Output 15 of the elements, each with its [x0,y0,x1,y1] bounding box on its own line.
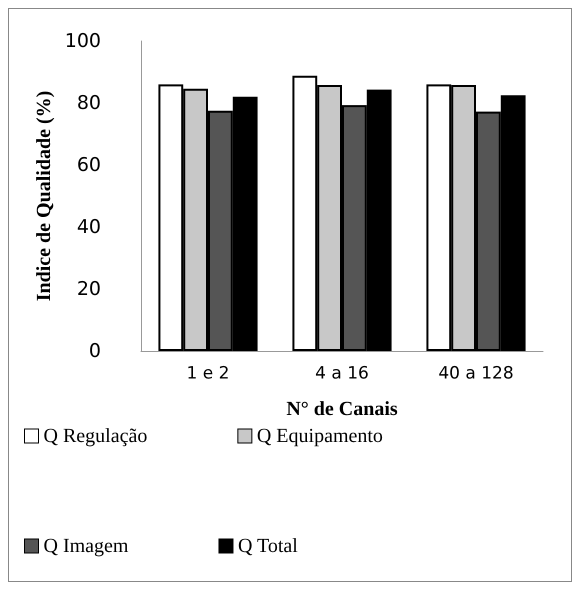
y-tick-label: 80 [76,92,101,114]
y-tick-label: 100 [64,30,101,52]
y-axis-title: Indice de Qualidade (%) [32,90,55,302]
legend-label: Q Total [238,535,298,557]
y-tick-label: 40 [76,216,101,238]
x-tick-label: 40 a 128 [438,364,514,384]
x-axis-title: N° de Canais [286,398,398,420]
x-tick-label: 1 e 2 [186,364,230,384]
y-tick-label: 0 [88,340,101,362]
legend-label: Q Equipamento [256,425,383,447]
y-tick-label: 60 [76,154,101,176]
legend-label: Q Regulação [44,425,148,447]
legend-label: Q Imagem [44,535,129,557]
x-tick-label: 4 a 16 [315,364,369,384]
y-tick-label: 20 [76,278,101,300]
